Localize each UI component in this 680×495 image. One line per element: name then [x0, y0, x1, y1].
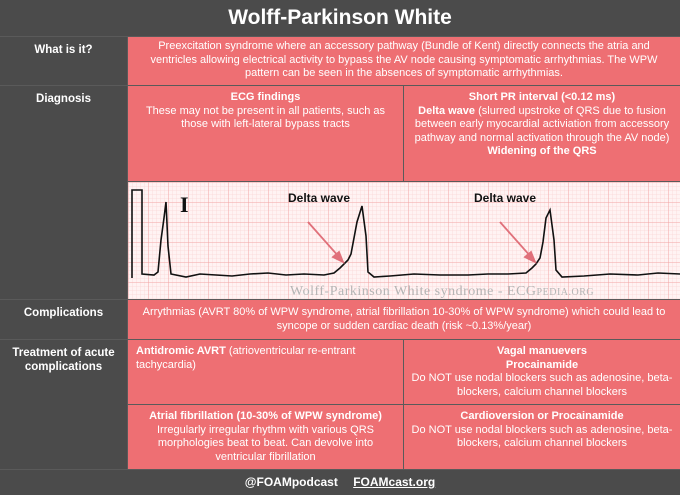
ecg-tracing: I Delta wave Delta wave Wolff-Parkinson …: [128, 182, 680, 299]
row-label-what-is-it: What is it?: [0, 37, 127, 85]
ecg-watermark: Wolff-Parkinson White syndrome - ECGPEDI…: [290, 284, 594, 299]
vagal-manuevers: Vagal manuevers: [497, 345, 587, 357]
what-is-it-text: Preexcitation syndrome where an accessor…: [128, 37, 680, 85]
watermark-small: PEDIA.ORG: [537, 287, 595, 298]
footer: @FOAMpodcast FOAMcast.org: [0, 470, 680, 495]
row-label-complications: Complications: [0, 300, 127, 339]
antidromic-avrt-description: (atrioventricular re-entrant tachycardia…: [136, 345, 356, 371]
avrt-treatment-cell: Vagal manuevers Procainamide Do NOT use …: [404, 340, 680, 404]
nodal-blocker-warning-2: Do NOT use nodal blockers such as adenos…: [411, 423, 673, 450]
page-title: Wolff-Parkinson White: [0, 0, 680, 36]
antidromic-avrt-title: Antidromic AVRT: [136, 345, 226, 357]
arrow-line-1: [307, 221, 341, 259]
podcast-handle[interactable]: @FOAMpodcast: [244, 475, 338, 489]
complications-text: Arrythmias (AVRT 80% of WPW syndrome, at…: [128, 300, 680, 339]
atrial-fibrillation-description: Irregularly irregular rhythm with variou…: [156, 423, 374, 463]
short-pr-interval: Short PR interval (<0.12 ms): [468, 91, 616, 103]
row-label-diagnosis: Diagnosis: [0, 86, 127, 299]
arrow-head-2: [523, 250, 537, 264]
delta-wave-description: (slurred upstroke of QRS due to fusion b…: [414, 104, 670, 144]
widening-qrs: Widening of the QRS: [487, 145, 597, 157]
delta-wave-annotation-2: Delta wave: [474, 191, 536, 205]
delta-wave-arrows: [307, 221, 537, 264]
ecg-findings-title: ECG findings: [230, 91, 301, 103]
watermark-main: Wolff-Parkinson White syndrome - ECG: [290, 284, 537, 299]
atrial-fibrillation-cell: Atrial fibrillation (10-30% of WPW syndr…: [128, 405, 403, 469]
diagnostic-criteria-cell: Short PR interval (<0.12 ms) Delta wave …: [404, 86, 680, 181]
arrow-line-2: [499, 221, 533, 259]
delta-wave-annotation-1: Delta wave: [288, 191, 350, 205]
antidromic-avrt-cell: Antidromic AVRT (atrioventricular re-ent…: [128, 340, 403, 404]
atrial-fibrillation-title: Atrial fibrillation (10-30% of WPW syndr…: [149, 410, 382, 422]
ecg-trace-line: [131, 189, 680, 278]
delta-wave-criterion: Delta wave (slurred upstroke of QRS due …: [410, 105, 674, 146]
ecg-strip: I Delta wave Delta wave Wolff-Parkinson …: [128, 182, 680, 299]
cardioversion-or-procainamide: Cardioversion or Procainamide: [460, 410, 624, 422]
procainamide: Procainamide: [505, 358, 579, 371]
lead-label: I: [180, 192, 189, 217]
ecg-findings-cell: ECG findings These may not be present in…: [128, 86, 403, 181]
delta-wave-label: Delta wave: [418, 104, 476, 117]
row-label-treatment: Treatment of acute complications: [0, 340, 127, 469]
ecg-findings-note: These may not be present in all patients…: [145, 104, 386, 131]
nodal-blocker-warning-1: Do NOT use nodal blockers such as adenos…: [411, 372, 673, 398]
arrow-head-1: [331, 250, 345, 264]
afib-treatment-cell: Cardioversion or Procainamide Do NOT use…: [404, 405, 680, 469]
website-link[interactable]: FOAMcast.org: [353, 475, 436, 489]
